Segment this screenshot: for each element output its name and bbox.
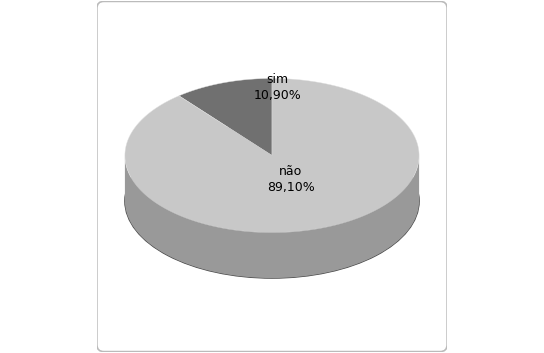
Text: não
89,10%: não 89,10% [267, 165, 314, 194]
Text: sim
10,90%: sim 10,90% [254, 73, 301, 102]
Polygon shape [179, 78, 272, 155]
Ellipse shape [125, 124, 419, 278]
Polygon shape [125, 155, 419, 278]
Polygon shape [125, 78, 419, 233]
